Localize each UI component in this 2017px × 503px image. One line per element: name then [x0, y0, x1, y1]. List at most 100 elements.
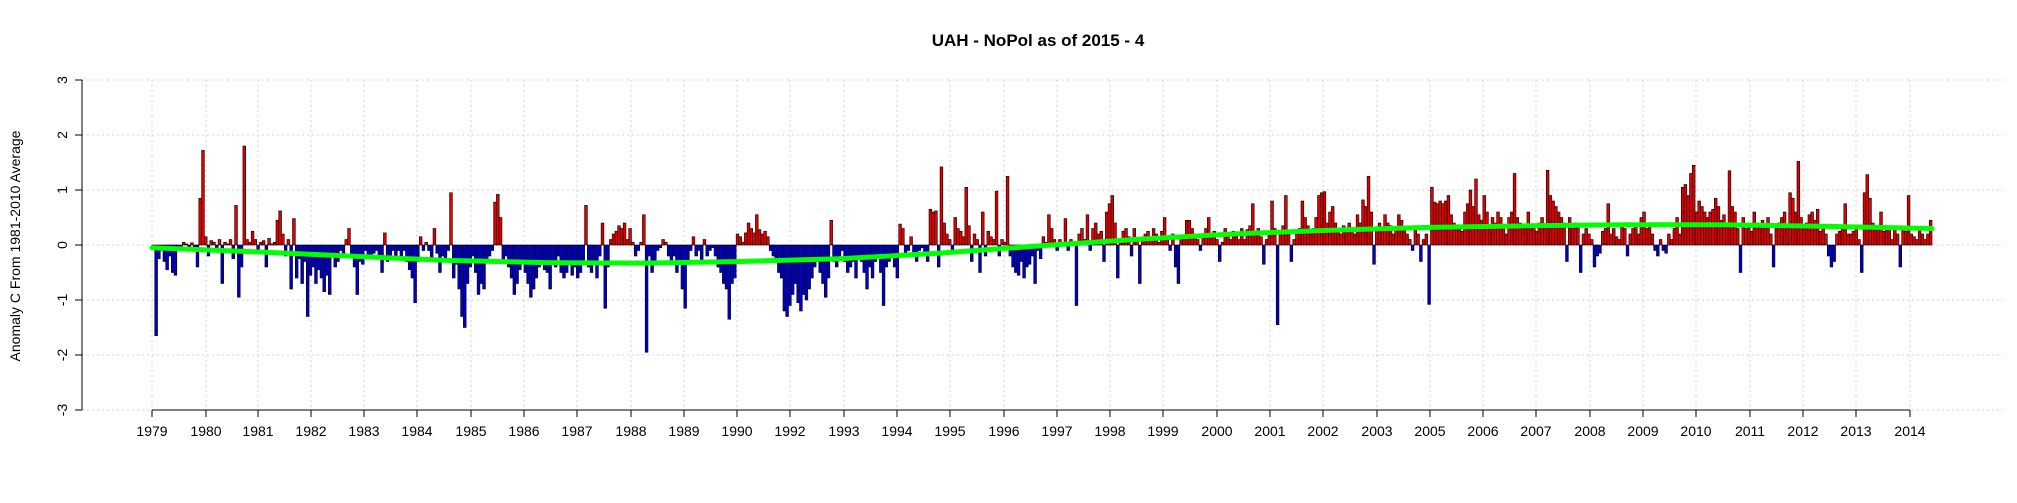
bar: [986, 230, 990, 246]
bar: [771, 244, 776, 257]
bar: [479, 244, 483, 284]
bar: [567, 244, 572, 262]
bar: [463, 244, 467, 328]
bar: [1703, 211, 1707, 246]
bar: [1741, 217, 1745, 246]
bar: [432, 228, 437, 246]
bar: [705, 244, 709, 257]
bar: [1780, 217, 1784, 246]
bar: [948, 239, 952, 246]
bar: [1567, 217, 1572, 246]
bar: [1427, 244, 1431, 305]
bar: [1675, 217, 1679, 246]
bar: [1443, 200, 1448, 246]
bar: [1278, 233, 1283, 246]
bar: [204, 236, 208, 246]
bar: [1826, 244, 1831, 257]
bar: [184, 243, 189, 246]
bar: [1534, 230, 1539, 246]
bar: [1432, 201, 1437, 246]
bar: [275, 219, 280, 246]
bar: [672, 244, 676, 257]
bar: [1003, 241, 1007, 246]
bar: [1088, 244, 1092, 251]
bar: [1523, 228, 1528, 246]
bar: [292, 218, 296, 246]
bar: [1215, 239, 1219, 246]
bar: [1187, 219, 1192, 246]
bar: [1556, 211, 1561, 246]
bar: [812, 244, 817, 268]
bar: [242, 145, 246, 246]
bar: [1793, 211, 1798, 246]
bar: [1372, 244, 1376, 265]
bar: [1829, 244, 1834, 268]
bar: [542, 244, 547, 271]
bar: [1438, 200, 1442, 246]
bar: [1625, 244, 1630, 257]
bar: [1722, 214, 1726, 246]
bar: [1399, 219, 1404, 246]
bar: [1482, 195, 1486, 246]
bar: [1300, 200, 1305, 246]
bar: [887, 244, 891, 262]
bar: [1182, 239, 1186, 246]
bar: [857, 244, 861, 257]
bar: [1198, 244, 1203, 251]
bar: [807, 244, 811, 290]
bar: [278, 210, 282, 246]
bar: [512, 244, 517, 295]
x-tick-label: 2007: [1520, 423, 1551, 439]
bar: [1253, 233, 1258, 246]
bar: [713, 244, 718, 257]
bar: [1333, 222, 1338, 246]
bar: [1292, 239, 1296, 246]
x-tick-label: 1992: [774, 423, 805, 439]
bar: [1099, 230, 1103, 246]
bar: [1251, 203, 1255, 246]
bar: [622, 222, 627, 246]
bar: [1744, 228, 1748, 246]
bar: [1350, 230, 1354, 246]
bar: [1162, 217, 1167, 246]
bar: [799, 244, 803, 312]
bar: [835, 244, 839, 268]
smooth-line-group: [149, 222, 1935, 266]
bar: [796, 244, 800, 304]
bar: [1661, 244, 1666, 251]
bar: [829, 219, 833, 246]
bar: [1664, 244, 1668, 254]
bar: [744, 232, 748, 246]
bar: [372, 244, 376, 254]
bar: [1102, 244, 1106, 262]
bar: [628, 228, 632, 246]
bar: [1796, 161, 1801, 246]
bar: [1207, 217, 1211, 246]
bar: [956, 228, 960, 246]
bar: [1540, 217, 1544, 246]
bar: [465, 244, 470, 284]
bar: [1284, 195, 1288, 246]
bar: [1526, 211, 1531, 246]
bar: [424, 241, 428, 246]
bar: [1364, 206, 1368, 246]
bar: [1680, 186, 1685, 246]
bar: [457, 244, 461, 290]
bar: [1430, 186, 1434, 246]
bar: [1584, 228, 1588, 246]
bar: [1281, 225, 1285, 246]
bar: [1818, 230, 1823, 246]
bar: [1358, 222, 1362, 246]
bar: [493, 201, 497, 246]
bar: [1391, 233, 1395, 246]
bar: [1499, 217, 1503, 246]
bar: [1488, 228, 1492, 246]
bar: [804, 244, 809, 301]
bar: [598, 244, 602, 257]
bar: [487, 244, 492, 257]
bar: [556, 244, 561, 257]
bar: [239, 244, 244, 268]
bar: [1212, 230, 1216, 246]
bar: [1033, 244, 1037, 284]
bar: [655, 244, 660, 251]
